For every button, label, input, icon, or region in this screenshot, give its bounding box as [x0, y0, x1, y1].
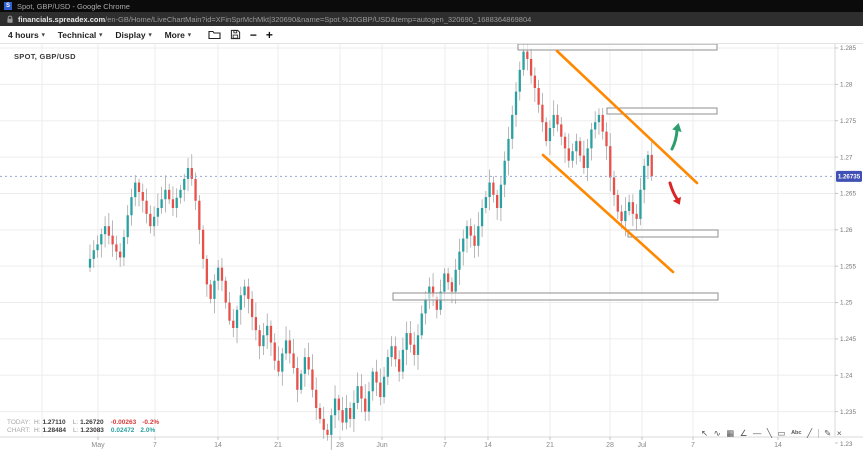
- pencil-tool[interactable]: ✎: [824, 428, 832, 438]
- pointer-tool[interactable]: ↖: [701, 428, 709, 438]
- chart-label: CHART:: [7, 427, 31, 434]
- chart-stats-row: CHART: H: 1.28484 L: 1.23083 0.02472 2.0…: [7, 427, 165, 435]
- price-stats: TODAY: H: 1.27110 L: 1.26720 -0.00263 -0…: [7, 419, 165, 435]
- price-axis-label: 1.265: [840, 191, 856, 198]
- price-axis-label: 1.26: [840, 227, 853, 234]
- price-axis-label: 1.23: [840, 441, 853, 448]
- url-domain: financials.spreadex.com: [18, 14, 106, 24]
- zoom-in-button[interactable]: +: [265, 27, 273, 42]
- page-url: financials.spreadex.com/en-GB/Home/LiveC…: [18, 15, 531, 24]
- zone-rectangle[interactable]: [606, 107, 718, 115]
- site-favicon: S: [4, 2, 12, 10]
- save-floppy-icon: [230, 29, 241, 40]
- price-axis-label: 1.245: [840, 336, 856, 343]
- chart-change: 0.02472: [110, 427, 135, 434]
- date-axis-label: 7: [691, 442, 695, 449]
- address-bar[interactable]: financials.spreadex.com/en-GB/Home/LiveC…: [0, 12, 863, 26]
- technical-menu[interactable]: Technical ▾: [57, 29, 103, 40]
- today-change: -0.00263: [110, 419, 137, 426]
- save-chart-button[interactable]: [230, 29, 241, 40]
- polyline-tool[interactable]: ∿: [713, 428, 721, 438]
- price-axis-label: 1.24: [840, 372, 853, 379]
- today-label: TODAY:: [7, 419, 31, 426]
- date-axis-label: 7: [153, 442, 157, 449]
- chevron-down-icon: ▾: [41, 32, 45, 39]
- chart-high-value: 1.28484: [42, 427, 67, 434]
- text-tool[interactable]: Abc: [791, 430, 802, 436]
- chevron-down-icon: ▾: [99, 32, 103, 39]
- url-path: /en-GB/Home/LiveChartMain?id=XFinSprMchM…: [105, 14, 532, 24]
- price-axis-label: 1.235: [840, 409, 856, 416]
- price-axis: 1.285 1.28 1.275 1.27 1.265 1.26 1.255 1.25 1.24…: [835, 45, 856, 448]
- folder-open-icon: [208, 30, 221, 39]
- date-axis-label: 21: [546, 442, 554, 449]
- price-axis-label: 1.255: [840, 263, 856, 270]
- date-axis-label: 14: [774, 442, 782, 449]
- date-axis-label: May: [91, 442, 105, 449]
- date-axis-label: 14: [484, 442, 492, 449]
- today-change-pct: -0.2%: [142, 419, 160, 426]
- horizontal-line-tool[interactable]: —: [752, 428, 762, 438]
- low-label: L:: [72, 419, 79, 426]
- date-axis-label: Jul: [638, 442, 647, 449]
- lock-icon: [7, 15, 13, 23]
- delete-drawing-tool[interactable]: ×: [836, 428, 842, 438]
- chart-toolbar: 4 hours ▾ Technical ▾ Display ▾ More ▾ − +: [0, 26, 863, 44]
- window-title: Spot, GBP/USD - Google Chrome: [17, 1, 130, 11]
- date-axis-label: 28: [336, 442, 344, 449]
- today-low-value: 1.26720: [80, 419, 104, 426]
- chevron-down-icon: ▾: [187, 32, 191, 39]
- down-arrow[interactable]: [668, 181, 681, 205]
- open-chart-button[interactable]: [208, 30, 221, 40]
- toolbar-separator: [817, 429, 819, 438]
- zone-annotations: [392, 43, 719, 301]
- current-price-badge: 1.26735: [836, 170, 862, 182]
- date-axis-label: 21: [274, 442, 282, 449]
- today-stats-row: TODAY: H: 1.27110 L: 1.26720 -0.00263 -0…: [7, 419, 165, 427]
- up-arrow[interactable]: [670, 123, 682, 151]
- ray-tool[interactable]: ╱: [806, 428, 813, 438]
- chart-change-pct: 2.0%: [140, 427, 156, 434]
- grid-tool[interactable]: ▦: [726, 428, 735, 438]
- interval-menu[interactable]: 4 hours ▾: [8, 29, 45, 40]
- high-label: H:: [34, 419, 41, 426]
- symbol-label: SPOT, GBP/USD: [14, 52, 76, 61]
- date-axis: May 7 14 21 28 Jun 7 14 21 28 Jul 7 14: [91, 437, 782, 449]
- svg-text:1.26735: 1.26735: [838, 174, 861, 181]
- chevron-down-icon: ▾: [148, 32, 152, 39]
- trendline-tool[interactable]: ╲: [766, 428, 773, 438]
- more-menu[interactable]: More ▾: [164, 29, 191, 40]
- zone-rectangle[interactable]: [392, 292, 719, 301]
- candlestick-series: [88, 41, 653, 450]
- trendline[interactable]: [555, 49, 699, 185]
- chart-grid: [0, 44, 835, 437]
- date-axis-label: 14: [214, 442, 222, 449]
- display-menu[interactable]: Display ▾: [115, 29, 152, 40]
- low-label: L:: [73, 427, 79, 434]
- chart-low-value: 1.23083: [80, 427, 104, 434]
- zoom-out-button[interactable]: −: [249, 27, 257, 42]
- date-axis-label: Jun: [376, 442, 387, 449]
- date-axis-label: 28: [606, 442, 614, 449]
- price-axis-label: 1.285: [840, 45, 856, 52]
- price-axis-label: 1.275: [840, 118, 856, 125]
- price-axis-label: 1.25: [840, 300, 853, 307]
- price-axis-label: 1.28: [840, 82, 853, 89]
- window-titlebar: S Spot, GBP/USD - Google Chrome: [0, 0, 863, 12]
- today-high-value: 1.27110: [42, 419, 66, 426]
- rectangle-tool[interactable]: ▭: [777, 428, 786, 438]
- date-axis-label: 7: [443, 442, 447, 449]
- price-axis-label: 1.27: [840, 154, 853, 161]
- trendline[interactable]: [541, 153, 675, 274]
- zone-rectangle[interactable]: [627, 229, 719, 238]
- zone-rectangle[interactable]: [517, 43, 718, 51]
- high-label: H:: [34, 427, 41, 434]
- chart-axes-tool[interactable]: ∠: [739, 428, 748, 438]
- drawing-toolbar: ↖ ∿ ▦ ∠ — ╲ ▭ Abc ╱ ✎ ×: [701, 427, 842, 440]
